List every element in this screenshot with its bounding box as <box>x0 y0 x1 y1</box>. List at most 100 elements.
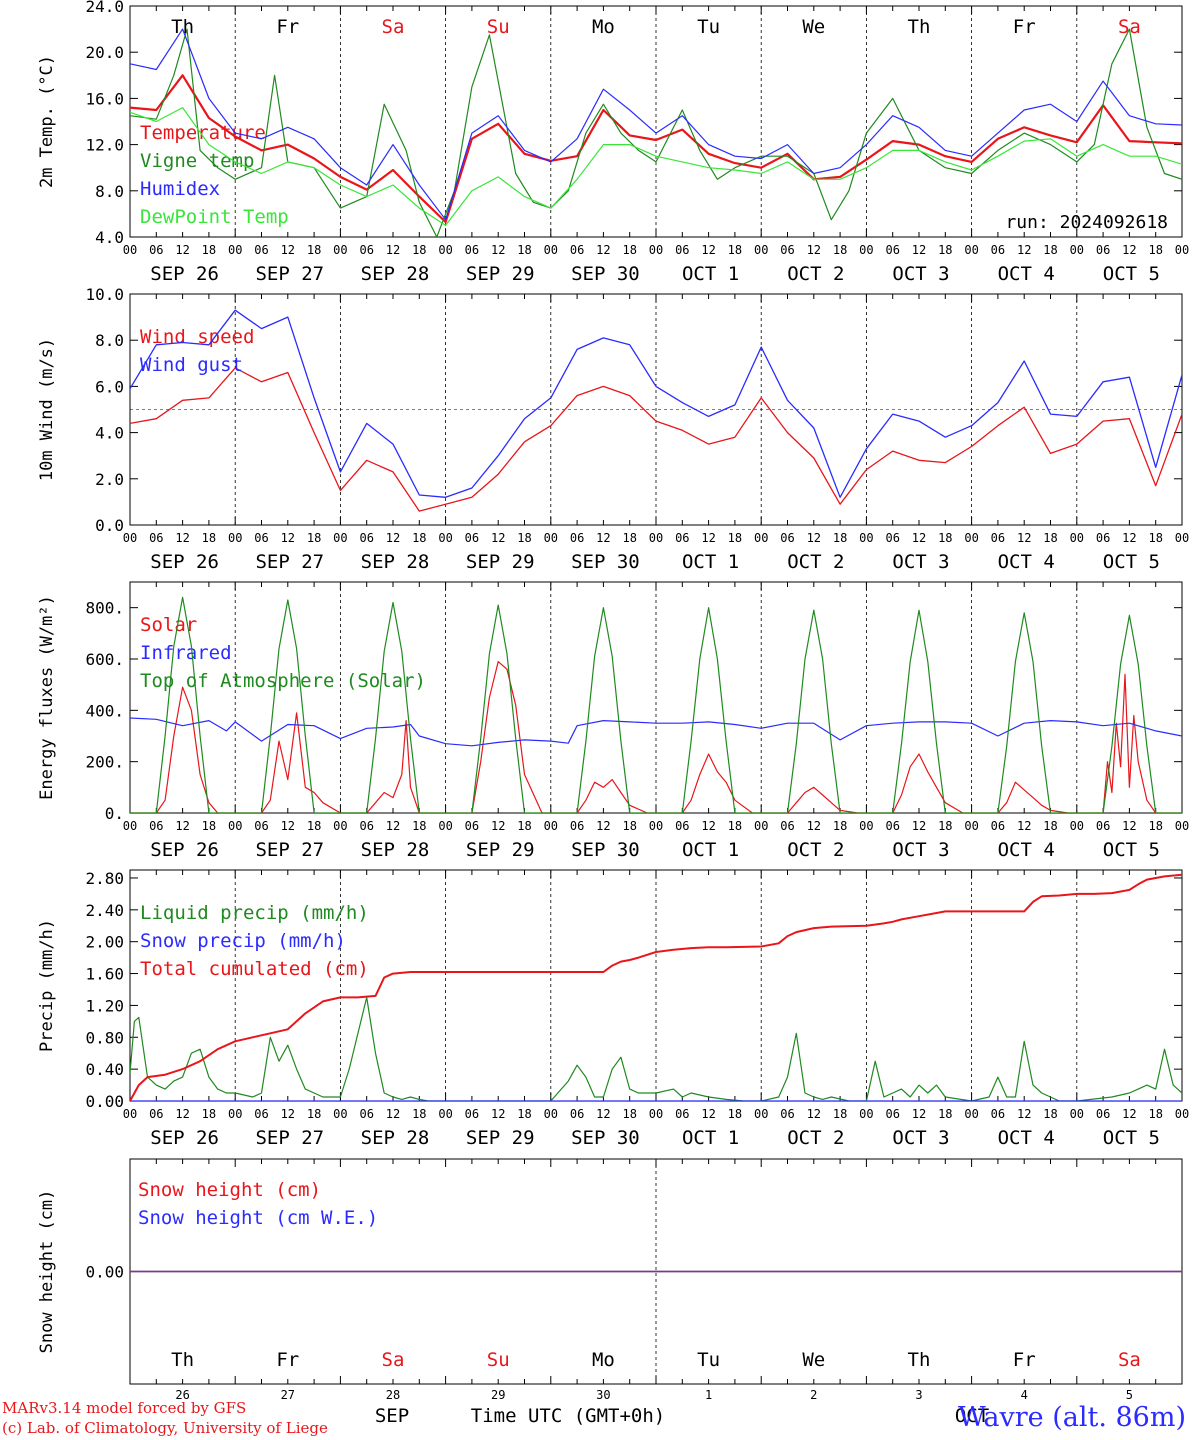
hour-tick-label: 00 <box>1070 819 1084 833</box>
hour-tick-label: 00 <box>438 819 452 833</box>
panel-4: 00 06 12 18 00 06 12 18 00 06 12 18 00 06 12 18 00 06 12 18… <box>37 869 1189 1149</box>
hour-tick-label: 06 <box>675 1107 689 1121</box>
weekday-label: Mo <box>592 16 615 38</box>
hour-tick-label: 06 <box>885 1107 899 1121</box>
weekday-label: Tu <box>697 1349 720 1371</box>
hour-tick-label: 18 <box>412 243 426 257</box>
legend-entry: Total cumulated (cm) <box>140 958 369 980</box>
hour-tick-label: 00 <box>438 1107 452 1121</box>
hour-tick-label: 00 <box>964 819 978 833</box>
day-number: 27 <box>281 1388 295 1402</box>
hour-tick-label: 00 <box>649 243 663 257</box>
hour-tick-label: 18 <box>412 531 426 545</box>
hour-tick-label: 06 <box>465 531 479 545</box>
hour-tick-label: 12 <box>386 531 400 545</box>
series-line-solar <box>130 660 1182 813</box>
series-line-temperature <box>130 74 1182 224</box>
hour-tick-label: 00 <box>123 243 137 257</box>
weekday-label: Sa <box>1118 1349 1141 1371</box>
hour-tick-label: 12 <box>596 243 610 257</box>
hour-tick-label: 12 <box>491 531 505 545</box>
hour-tick-label: 12 <box>281 243 295 257</box>
hour-tick-label: 06 <box>780 1107 794 1121</box>
y-tick-label: 0.00 <box>85 1263 124 1282</box>
hour-tick-label: 12 <box>175 1107 189 1121</box>
hour-tick-label: 18 <box>202 531 216 545</box>
date-label: SEP 26 <box>150 839 219 861</box>
hour-tick-label: 18 <box>1043 819 1057 833</box>
hour-tick-label: 00 <box>754 531 768 545</box>
date-label: OCT 2 <box>787 839 844 861</box>
date-label: OCT 1 <box>682 1127 739 1149</box>
hour-tick-label: 12 <box>807 819 821 833</box>
hour-tick-label: 00 <box>649 531 663 545</box>
hour-tick-label: 12 <box>1122 819 1136 833</box>
weekday-label: Th <box>171 1349 194 1371</box>
hour-tick-label: 12 <box>491 243 505 257</box>
hour-tick-label: 00 <box>544 531 558 545</box>
y-axis-label: Precip (mm/h) <box>37 919 57 1052</box>
date-label: SEP 29 <box>466 1127 535 1149</box>
hour-tick-label: 18 <box>412 1107 426 1121</box>
month-label: OCT <box>955 1405 989 1427</box>
hour-tick-label: 00 <box>964 1107 978 1121</box>
hour-tick-label: 18 <box>307 243 321 257</box>
legend-entry: Wind speed <box>140 326 254 348</box>
hour-tick-label: 12 <box>386 1107 400 1121</box>
hour-tick-label: 00 <box>228 1107 242 1121</box>
hour-tick-label: 06 <box>149 819 163 833</box>
hour-tick-label: 00 <box>859 1107 873 1121</box>
day-number: 29 <box>491 1388 505 1402</box>
y-tick-label: 6.0 <box>95 377 124 396</box>
date-label: SEP 28 <box>361 551 430 573</box>
date-label: OCT 3 <box>892 839 949 861</box>
y-tick-label: 800. <box>85 599 124 618</box>
day-number: 2 <box>810 1388 817 1402</box>
model-credit: MARv3.14 model forced by GFS <box>2 1399 247 1417</box>
hour-tick-label: 18 <box>622 531 636 545</box>
day-number: 26 <box>175 1388 189 1402</box>
hour-tick-label: 18 <box>1043 531 1057 545</box>
hour-tick-label: 12 <box>596 819 610 833</box>
hour-tick-label: 06 <box>359 819 373 833</box>
weekday-label: Th <box>908 16 931 38</box>
weekday-label: Th <box>171 16 194 38</box>
series-line-liquid-precip-mm-h <box>130 996 1182 1101</box>
hour-tick-label: 06 <box>991 819 1005 833</box>
hour-tick-label: 12 <box>175 819 189 833</box>
y-tick-label: 0.40 <box>85 1060 124 1079</box>
hour-tick-label: 00 <box>754 819 768 833</box>
hour-tick-label: 18 <box>517 1107 531 1121</box>
date-label: SEP 27 <box>255 263 324 285</box>
legend-entry: Vigne temp <box>140 150 254 172</box>
weekday-label: Fr <box>1013 16 1036 38</box>
hour-tick-label: 18 <box>938 531 952 545</box>
hour-tick-label: 06 <box>254 243 268 257</box>
hour-tick-label: 12 <box>1017 819 1031 833</box>
hour-tick-label: 00 <box>964 531 978 545</box>
weekday-label: Fr <box>276 16 299 38</box>
hour-tick-label: 18 <box>1043 1107 1057 1121</box>
x-axis-label: Time UTC (GMT+0h) <box>471 1405 665 1427</box>
date-label: OCT 1 <box>682 263 739 285</box>
y-tick-label: 1.60 <box>85 965 124 984</box>
hour-tick-label: 06 <box>149 1107 163 1121</box>
date-label: SEP 30 <box>571 1127 640 1149</box>
legend-entry: Snow height (cm) <box>138 1179 321 1201</box>
hour-tick-label: 06 <box>1096 1107 1110 1121</box>
legend-entry: Liquid precip (mm/h) <box>140 902 369 924</box>
hour-tick-label: 00 <box>438 531 452 545</box>
weekday-label: Fr <box>276 1349 299 1371</box>
hour-tick-label: 06 <box>149 531 163 545</box>
legend-entry: Wind gust <box>140 354 243 376</box>
hour-tick-label: 00 <box>228 531 242 545</box>
date-label: OCT 4 <box>998 551 1055 573</box>
y-tick-label: 10.0 <box>85 285 124 304</box>
hour-tick-label: 12 <box>912 243 926 257</box>
hour-tick-label: 12 <box>1017 531 1031 545</box>
date-label: OCT 1 <box>682 551 739 573</box>
date-label: OCT 4 <box>998 263 1055 285</box>
y-axis-label: Energy fluxes (W/m²) <box>37 595 57 800</box>
day-number: 30 <box>596 1388 610 1402</box>
